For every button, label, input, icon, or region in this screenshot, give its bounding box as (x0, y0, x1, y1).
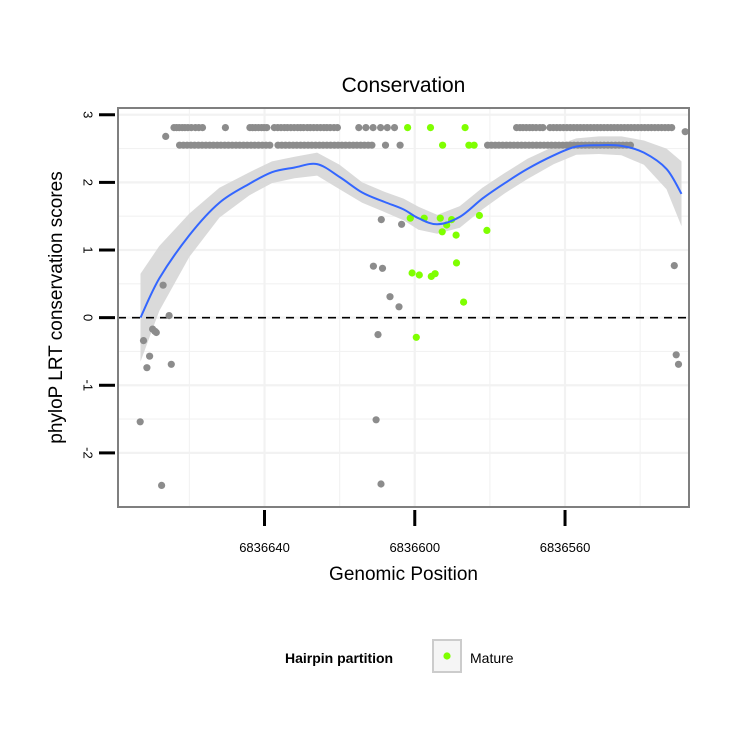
data-point (369, 124, 377, 132)
mature-point (426, 124, 435, 132)
mature-point (438, 228, 446, 236)
data-point (398, 220, 406, 228)
axes: -2 -1 0 1 2 3 6836640 6836600 6836560 (81, 111, 591, 555)
mature-point (406, 214, 414, 222)
data-point (374, 331, 382, 339)
data-point (198, 124, 207, 132)
mature-point (475, 211, 483, 220)
data-point (152, 328, 160, 337)
data-point (381, 141, 390, 149)
data-point (670, 262, 678, 270)
legend-title: Hairpin partition (285, 650, 393, 666)
data-points (136, 124, 689, 489)
data-point (674, 360, 683, 368)
mature-point (483, 226, 491, 234)
data-point (362, 124, 370, 132)
data-point (377, 216, 385, 224)
data-point (386, 293, 394, 301)
data-point (539, 124, 547, 132)
y-tick-label: 3 (81, 111, 96, 118)
mature-point (460, 298, 468, 306)
data-point (368, 141, 376, 149)
data-point (377, 480, 385, 488)
data-point (263, 124, 271, 132)
data-point (383, 124, 391, 132)
data-point (139, 337, 148, 345)
data-point (221, 124, 229, 132)
x-tick-label: 6836640 (239, 540, 290, 555)
data-point (136, 418, 144, 426)
mature-point (415, 271, 423, 279)
grid (118, 108, 689, 507)
data-point (162, 132, 170, 140)
y-tick-label: -2 (81, 447, 96, 459)
y-tick-label: 2 (81, 179, 96, 186)
mature-point (461, 124, 469, 132)
legend-mature-marker (443, 652, 451, 660)
x-tick-label: 6836560 (540, 540, 591, 555)
data-point (355, 124, 363, 132)
x-tick-label: 6836600 (389, 540, 440, 555)
data-point (372, 416, 380, 424)
data-point (378, 264, 387, 272)
chart-title: Conservation (342, 74, 466, 97)
mature-point (436, 214, 444, 222)
data-point (167, 360, 175, 368)
data-point (396, 141, 404, 149)
mature-point (408, 269, 416, 277)
data-point (165, 312, 173, 320)
data-point (672, 351, 680, 359)
legend: Hairpin partition Mature (285, 639, 514, 673)
x-axis-title: Genomic Position (329, 564, 478, 585)
data-point (333, 124, 341, 132)
data-point (146, 352, 154, 360)
plot-panel (117, 107, 690, 508)
data-point (668, 124, 676, 132)
y-tick-label: 1 (81, 246, 96, 253)
y-tick-label: -1 (81, 379, 96, 391)
mature-point (465, 141, 473, 149)
mature-point (452, 231, 460, 239)
data-point (159, 281, 167, 289)
smooth-trend-line (139, 144, 683, 319)
mature-point (431, 270, 439, 278)
mature-point (470, 141, 478, 149)
y-axis-title: phyloP LRT conservation scores (46, 171, 67, 444)
mature-point (404, 124, 412, 132)
data-point (390, 124, 399, 132)
data-point (395, 303, 403, 311)
data-point (377, 124, 385, 132)
data-point (681, 128, 689, 136)
mature-point (439, 141, 447, 149)
data-point (266, 141, 274, 149)
data-point (369, 262, 377, 270)
data-point (158, 481, 166, 489)
y-tick-label: 0 (81, 314, 96, 321)
mature-point (412, 333, 420, 341)
data-point (143, 364, 151, 372)
mature-point (452, 259, 461, 267)
legend-label-mature: Mature (470, 650, 514, 666)
